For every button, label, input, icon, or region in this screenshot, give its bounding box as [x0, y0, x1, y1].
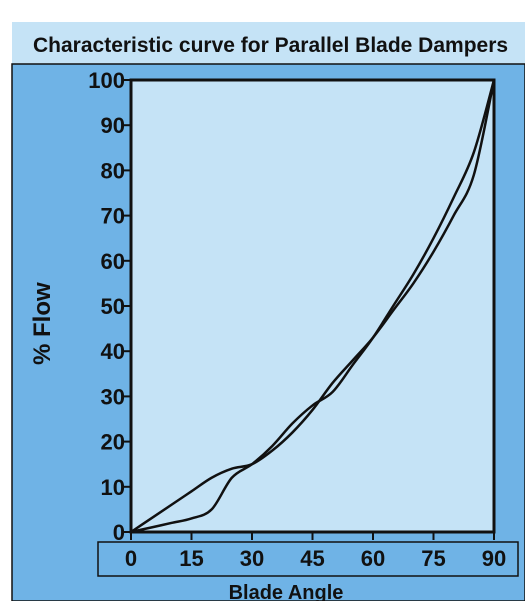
y-tick-label: 50 [101, 294, 125, 319]
x-tick-label: 90 [482, 546, 506, 571]
y-tick-label: 40 [101, 339, 125, 364]
y-tick-label: 70 [101, 204, 125, 229]
y-tick-label: 0 [113, 520, 125, 545]
x-tick-label: 75 [421, 546, 445, 571]
outer-border [11, 63, 525, 601]
x-axis-ticks: 0 15 30 45 60 75 90 [125, 532, 506, 571]
y-tick-label: 20 [101, 430, 125, 455]
chart-title: Characteristic curve for Parallel Blade … [33, 34, 508, 57]
y-tick-label: 80 [101, 158, 125, 183]
x-tick-label: 45 [300, 546, 324, 571]
series-line-2 [130, 79, 496, 534]
x-tick-label: 15 [179, 546, 203, 571]
plot-area [129, 78, 496, 534]
title-band [12, 22, 525, 64]
y-tick-label: 60 [101, 249, 125, 274]
y-tick-label: 30 [101, 384, 125, 409]
y-tick-label: 90 [101, 113, 125, 138]
x-axis-label: Blade Angle [229, 582, 344, 601]
y-tick-label: 100 [88, 68, 125, 93]
y-tick-label: 10 [101, 475, 125, 500]
series-line-1 [130, 79, 496, 534]
y-axis-ticks: 0 10 20 30 40 50 60 70 80 90 100 [88, 68, 131, 545]
x-tick-label: 30 [240, 546, 264, 571]
bottom-inner-border [97, 541, 519, 577]
series-group [130, 79, 496, 534]
y-axis-label: % Flow [29, 282, 56, 365]
x-tick-label: 0 [125, 546, 137, 571]
x-tick-label: 60 [361, 546, 385, 571]
